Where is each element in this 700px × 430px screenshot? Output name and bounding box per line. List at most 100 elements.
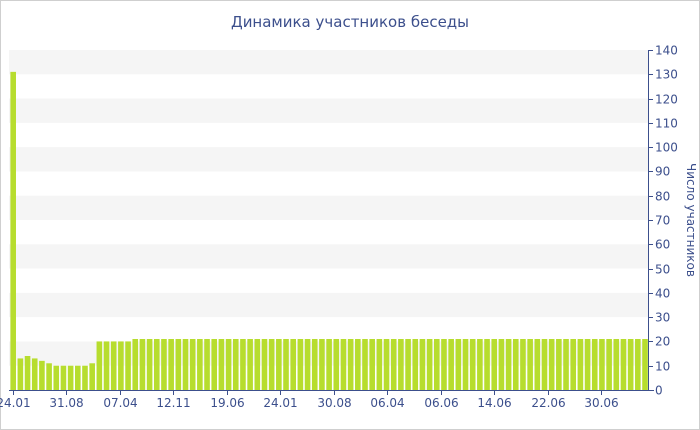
bar bbox=[153, 339, 160, 390]
y-tick-label: 80 bbox=[655, 190, 670, 204]
y-axis-title: Число участников bbox=[684, 163, 698, 277]
y-tick-label: 30 bbox=[655, 311, 670, 325]
grid-bands bbox=[9, 50, 648, 366]
bar bbox=[218, 339, 225, 390]
y-tick-label: 120 bbox=[655, 93, 678, 107]
x-tick-label: 24.01 bbox=[263, 396, 297, 410]
bar bbox=[254, 339, 261, 390]
bar bbox=[584, 339, 591, 390]
x-tick-label: 24.01 bbox=[0, 396, 31, 410]
bar bbox=[355, 339, 361, 390]
bar bbox=[419, 339, 426, 390]
x-tick-label: 19.06 bbox=[210, 396, 244, 410]
grid-band bbox=[9, 147, 648, 172]
y-tick-label: 90 bbox=[655, 165, 670, 179]
bar bbox=[534, 339, 541, 390]
bar bbox=[24, 356, 31, 390]
bar bbox=[139, 339, 146, 390]
bar bbox=[247, 339, 253, 390]
bar bbox=[512, 339, 519, 390]
bar bbox=[426, 339, 433, 390]
bar bbox=[541, 339, 548, 390]
bar bbox=[268, 339, 275, 390]
y-tick-label: 110 bbox=[655, 117, 678, 131]
bar bbox=[297, 339, 304, 390]
bar bbox=[304, 339, 311, 390]
bar bbox=[627, 339, 634, 390]
x-tick-label: 12.11 bbox=[156, 396, 190, 410]
bar bbox=[118, 341, 124, 390]
y-tick-label: 50 bbox=[655, 263, 670, 277]
bar bbox=[290, 339, 297, 390]
grid-band bbox=[9, 195, 648, 220]
bar bbox=[620, 339, 627, 390]
x-tick-label: 30.08 bbox=[317, 396, 351, 410]
grid-band bbox=[9, 50, 648, 75]
bar bbox=[204, 339, 210, 390]
bar bbox=[96, 341, 103, 390]
bar bbox=[599, 339, 605, 390]
y-tick-label: 70 bbox=[655, 214, 670, 228]
y-tick-label: 10 bbox=[655, 360, 670, 374]
bar bbox=[82, 365, 88, 390]
bar bbox=[548, 339, 555, 390]
bar bbox=[606, 339, 612, 390]
bar bbox=[635, 339, 641, 390]
bar bbox=[75, 365, 81, 390]
bar bbox=[484, 339, 490, 390]
x-tick-label: 31.08 bbox=[49, 396, 83, 410]
chart-title: Динамика участников беседы bbox=[230, 13, 470, 31]
bar bbox=[642, 339, 648, 390]
x-tick-label: 22.06 bbox=[531, 396, 565, 410]
y-tick-label: 130 bbox=[655, 68, 678, 82]
y-tick-label: 60 bbox=[655, 238, 670, 252]
x-tick-label: 07.04 bbox=[103, 396, 137, 410]
bar bbox=[369, 339, 375, 390]
bar bbox=[441, 339, 447, 390]
bar bbox=[326, 339, 332, 390]
bar bbox=[276, 339, 282, 390]
bar bbox=[340, 339, 347, 390]
bar bbox=[161, 339, 167, 390]
y-tick-label: 40 bbox=[655, 287, 670, 301]
bar bbox=[46, 363, 52, 390]
bar bbox=[232, 339, 239, 390]
bar bbox=[225, 339, 232, 390]
bar bbox=[146, 339, 153, 390]
bar bbox=[455, 339, 462, 390]
x-tick-label: 06.06 bbox=[424, 396, 458, 410]
bar bbox=[189, 339, 196, 390]
bar bbox=[376, 339, 383, 390]
y-tick-label: 0 bbox=[655, 384, 663, 398]
bar bbox=[491, 339, 498, 390]
bars bbox=[10, 71, 648, 390]
y-tick-label: 100 bbox=[655, 141, 678, 155]
bar bbox=[333, 339, 340, 390]
y-ticks: 0 10 20 30 40 50 60 70 80 90 100 110 120 130 140 bbox=[648, 44, 678, 398]
y-tick-label: 20 bbox=[655, 335, 670, 349]
bar bbox=[398, 339, 404, 390]
bar bbox=[498, 339, 505, 390]
bar bbox=[347, 339, 354, 390]
bar bbox=[182, 339, 189, 390]
grid-band bbox=[9, 292, 648, 318]
bar bbox=[577, 339, 584, 390]
bar bbox=[10, 71, 16, 390]
bar bbox=[168, 339, 174, 390]
bar bbox=[527, 339, 533, 390]
bar bbox=[17, 358, 24, 390]
bar bbox=[405, 339, 411, 390]
bar bbox=[240, 339, 246, 390]
bar bbox=[362, 339, 368, 390]
bar bbox=[283, 339, 289, 390]
bar bbox=[31, 358, 38, 390]
bar bbox=[448, 339, 454, 390]
bar bbox=[383, 339, 390, 390]
bar bbox=[520, 339, 526, 390]
bar bbox=[197, 339, 203, 390]
bar bbox=[261, 339, 268, 390]
bar bbox=[60, 365, 67, 390]
bar bbox=[125, 341, 131, 390]
bar bbox=[103, 341, 110, 390]
